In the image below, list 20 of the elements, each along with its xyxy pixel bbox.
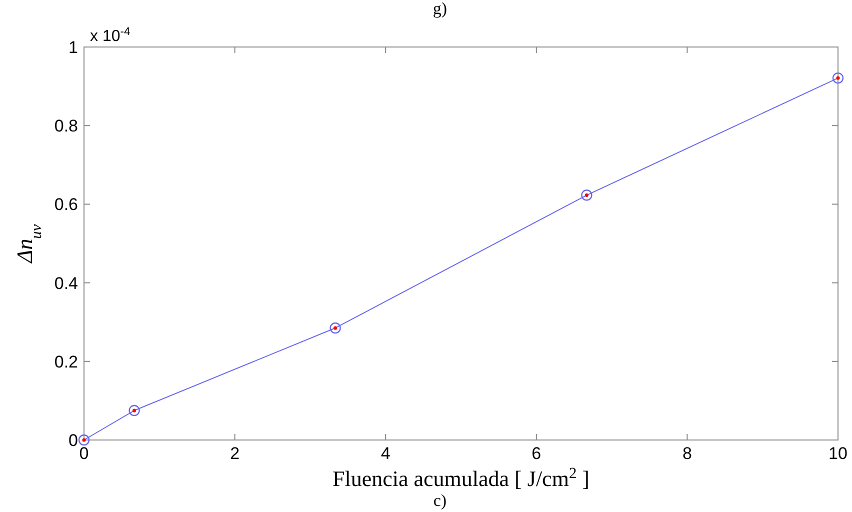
y-tick-label: 0.4: [54, 274, 78, 293]
point: [832, 72, 844, 84]
x-tick-label: 6: [532, 444, 542, 463]
y-tick-label: 0: [68, 431, 78, 450]
point: [330, 322, 341, 334]
text: g): [432, 0, 448, 18]
y-tick-label: 0.8: [54, 116, 78, 136]
x-tick-label: 8: [682, 444, 692, 463]
point: [78, 434, 90, 446]
x-tick-label: 2: [230, 444, 240, 463]
x-axis-title: Fluencia acumulada [ J/cm$^{2}$ ]: [332, 464, 590, 491]
text: c): [433, 491, 447, 510]
point: [128, 404, 140, 416]
x-tick-label: 4: [380, 444, 390, 463]
y-tick-label: 0.2: [54, 352, 78, 372]
y-tick-label: 0.6: [54, 195, 78, 214]
point: [581, 190, 592, 201]
x-tick-label: 10: [828, 444, 848, 463]
text: x 10$^{-4}$: [90, 26, 130, 45]
y-tick-label: 1: [68, 38, 78, 57]
